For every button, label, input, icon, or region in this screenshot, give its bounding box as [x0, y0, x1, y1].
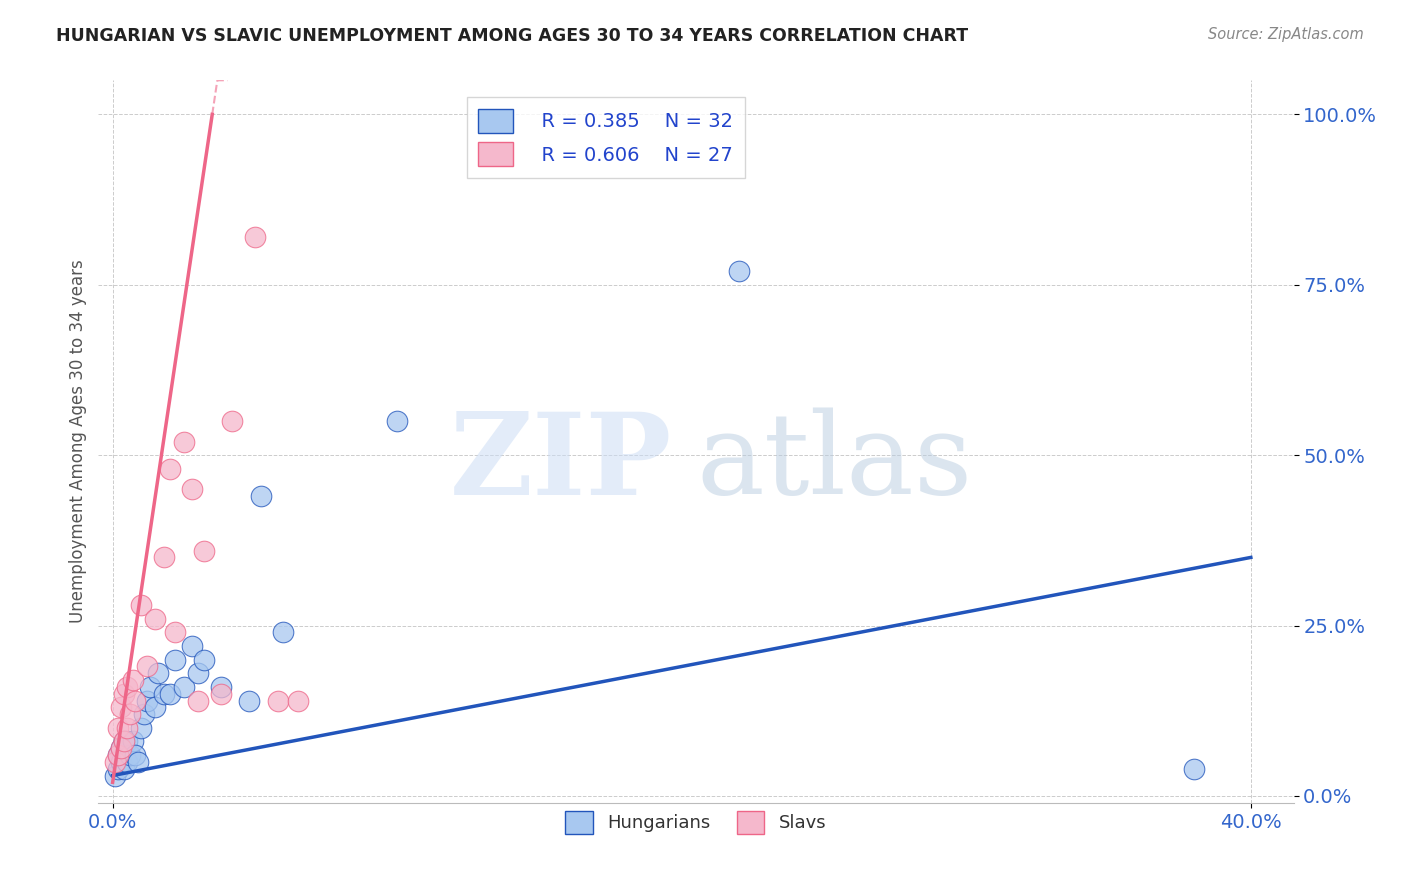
Point [107, 762, 129, 776]
Point [193, 543, 215, 558]
Point [121, 673, 143, 687]
Point [159, 462, 181, 476]
Point [273, 625, 295, 640]
Point [112, 762, 135, 776]
Point [124, 693, 146, 707]
Point [110, 755, 132, 769]
Point [173, 680, 195, 694]
Point [267, 693, 290, 707]
Point [104, 768, 127, 782]
Point [181, 482, 204, 496]
Point [115, 721, 138, 735]
Point [165, 625, 187, 640]
Point [124, 748, 146, 763]
Point [110, 700, 132, 714]
Point [115, 734, 138, 748]
Point [135, 659, 157, 673]
Point [148, 666, 170, 681]
Point [121, 734, 143, 748]
Point [112, 687, 135, 701]
Point [104, 755, 127, 769]
Point [153, 687, 176, 701]
Point [143, 612, 166, 626]
Point [153, 550, 176, 565]
Point [115, 755, 138, 769]
Point [112, 734, 135, 748]
Text: Source: ZipAtlas.com: Source: ZipAtlas.com [1208, 27, 1364, 42]
Point [159, 687, 181, 701]
Point [107, 748, 129, 763]
Y-axis label: Unemployment Among Ages 30 to 34 years: Unemployment Among Ages 30 to 34 years [69, 260, 87, 624]
Point [249, 489, 271, 503]
Point [209, 687, 232, 701]
Point [181, 639, 204, 653]
Point [287, 693, 309, 707]
Point [129, 721, 152, 735]
Point [127, 755, 149, 769]
Point [135, 693, 157, 707]
Text: ZIP: ZIP [450, 408, 672, 519]
Point [143, 700, 166, 714]
Point [243, 230, 266, 244]
Point [173, 434, 195, 449]
Point [107, 721, 129, 735]
Point [727, 264, 749, 278]
Point [118, 707, 141, 722]
Point [193, 653, 215, 667]
Point [385, 414, 409, 428]
Point [129, 598, 152, 612]
Point [221, 414, 243, 428]
Text: atlas: atlas [696, 408, 973, 518]
Point [132, 707, 155, 722]
Point [107, 748, 129, 763]
Point [1182, 762, 1205, 776]
Point [209, 680, 232, 694]
Legend: Hungarians, Slavs: Hungarians, Slavs [558, 805, 834, 841]
Point [138, 680, 160, 694]
Point [238, 693, 260, 707]
Point [115, 680, 138, 694]
Point [110, 741, 132, 756]
Point [187, 693, 209, 707]
Point [187, 666, 209, 681]
Point [112, 734, 135, 748]
Point [118, 748, 141, 763]
Point [165, 653, 187, 667]
Text: HUNGARIAN VS SLAVIC UNEMPLOYMENT AMONG AGES 30 TO 34 YEARS CORRELATION CHART: HUNGARIAN VS SLAVIC UNEMPLOYMENT AMONG A… [56, 27, 969, 45]
Point [110, 741, 132, 756]
